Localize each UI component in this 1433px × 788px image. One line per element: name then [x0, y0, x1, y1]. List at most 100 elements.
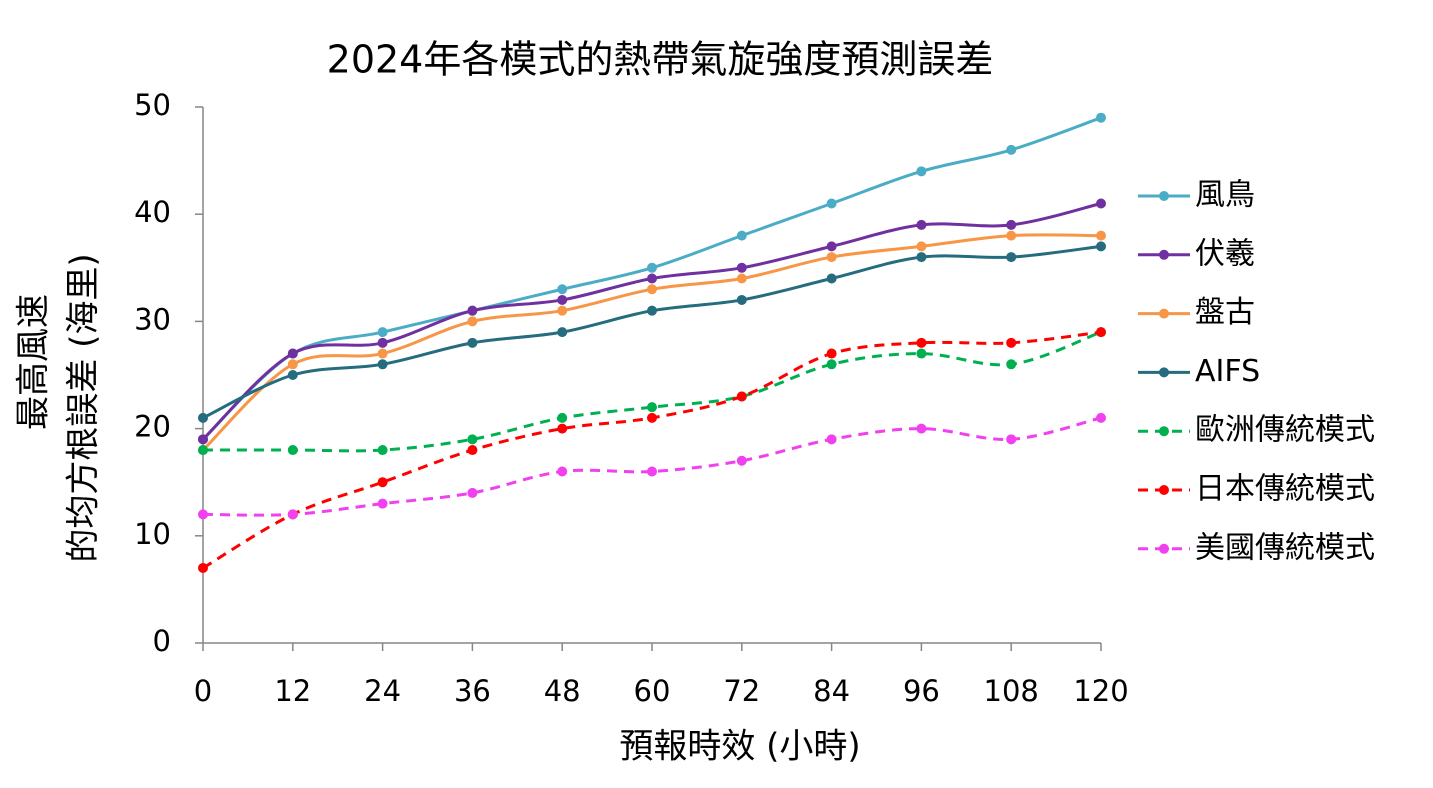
data-point: [916, 348, 927, 359]
data-point: [916, 423, 927, 434]
x-tick-label: 96: [903, 674, 940, 708]
data-point: [647, 273, 657, 284]
data-point: [287, 509, 298, 520]
data-point: [1096, 412, 1106, 423]
data-point: [467, 434, 478, 445]
legend-label: AIFS: [1195, 354, 1260, 389]
data-point: [1096, 327, 1106, 338]
data-point: [557, 327, 568, 338]
x-tick-label: 120: [1073, 674, 1128, 708]
series-line: [203, 330, 1102, 453]
data-point: [1096, 112, 1106, 123]
data-point: [736, 273, 747, 284]
data-point: [647, 262, 657, 273]
data-point: [1096, 241, 1106, 252]
y-axis-title: 最高風速: [14, 294, 54, 430]
x-tick-label: 36: [454, 674, 491, 708]
data-point: [1096, 198, 1106, 209]
data-point: [1006, 359, 1017, 370]
data-point: [557, 466, 568, 477]
data-point: [736, 230, 747, 241]
legend-label: 日本傳統模式: [1195, 472, 1375, 507]
data-point: [557, 305, 568, 316]
data-point: [198, 509, 208, 520]
data-point: [198, 412, 208, 423]
data-point: [377, 477, 388, 488]
data-point: [1006, 230, 1017, 241]
data-point: [198, 434, 208, 445]
legend-label: 風鳥: [1195, 178, 1255, 213]
data-point: [916, 219, 927, 230]
data-point: [826, 359, 837, 370]
data-point: [1006, 337, 1017, 348]
data-point: [916, 337, 927, 348]
x-tick-label: 12: [274, 674, 311, 708]
data-point: [916, 166, 927, 177]
legend-marker: [1159, 249, 1169, 260]
y-tick-label: 30: [134, 302, 171, 336]
data-point: [557, 423, 568, 434]
data-point: [377, 359, 388, 370]
data-point: [647, 466, 657, 477]
x-tick-label: 84: [813, 674, 850, 708]
data-point: [826, 273, 837, 284]
data-point: [1006, 434, 1017, 445]
legend-label: 歐洲傳統模式: [1195, 413, 1375, 448]
y-tick-label: 50: [134, 88, 171, 122]
data-point: [826, 434, 837, 445]
data-point: [647, 412, 657, 423]
legend-marker: [1159, 308, 1169, 319]
series-line: [202, 416, 1102, 517]
data-point: [647, 402, 657, 413]
x-tick-label: 24: [364, 674, 401, 708]
data-point: [1096, 230, 1106, 241]
y-axis-title: 的均方根誤差 (海里): [64, 253, 104, 562]
x-tick-label: 48: [544, 674, 581, 708]
legend-label: 伏羲: [1195, 236, 1255, 271]
data-point: [377, 337, 388, 348]
data-point: [287, 359, 298, 370]
data-point: [826, 348, 837, 359]
data-point: [736, 455, 747, 466]
data-point: [467, 316, 478, 327]
legend-label: 美國傳統模式: [1195, 530, 1375, 565]
data-point: [198, 445, 208, 456]
x-axis-title: 預報時效 (小時): [619, 727, 860, 767]
legend-marker: [1159, 191, 1169, 201]
legend-label: 盤古: [1195, 295, 1255, 330]
data-point: [736, 391, 747, 402]
data-point: [1006, 144, 1017, 155]
data-point: [287, 370, 298, 380]
data-point: [557, 294, 568, 305]
data-point: [826, 252, 837, 263]
legend-marker: [1159, 367, 1169, 378]
x-tick-label: 60: [634, 674, 671, 708]
data-point: [467, 337, 478, 348]
x-tick-label: 0: [194, 674, 212, 708]
data-point: [377, 498, 388, 509]
data-point: [736, 262, 747, 273]
data-point: [557, 284, 568, 295]
y-tick-label: 20: [134, 410, 171, 444]
data-point: [377, 445, 388, 456]
data-point: [198, 562, 208, 573]
y-tick-label: 10: [134, 517, 171, 551]
x-tick-label: 72: [723, 674, 760, 708]
legend-marker: [1159, 485, 1169, 495]
data-point: [647, 284, 657, 295]
data-point: [826, 241, 837, 252]
data-point: [467, 445, 478, 456]
data-point: [916, 241, 927, 252]
data-point: [377, 327, 388, 338]
data-point: [287, 348, 298, 359]
y-tick-label: 40: [134, 195, 171, 229]
chart-title: 2024年各模式的熱帶氣旋強度預測誤差: [327, 38, 994, 82]
x-tick-label: 108: [984, 674, 1039, 708]
data-point: [287, 445, 298, 456]
y-tick-label: 0: [153, 624, 171, 658]
data-point: [826, 198, 837, 209]
legend-marker: [1159, 543, 1169, 554]
data-point: [736, 294, 747, 305]
